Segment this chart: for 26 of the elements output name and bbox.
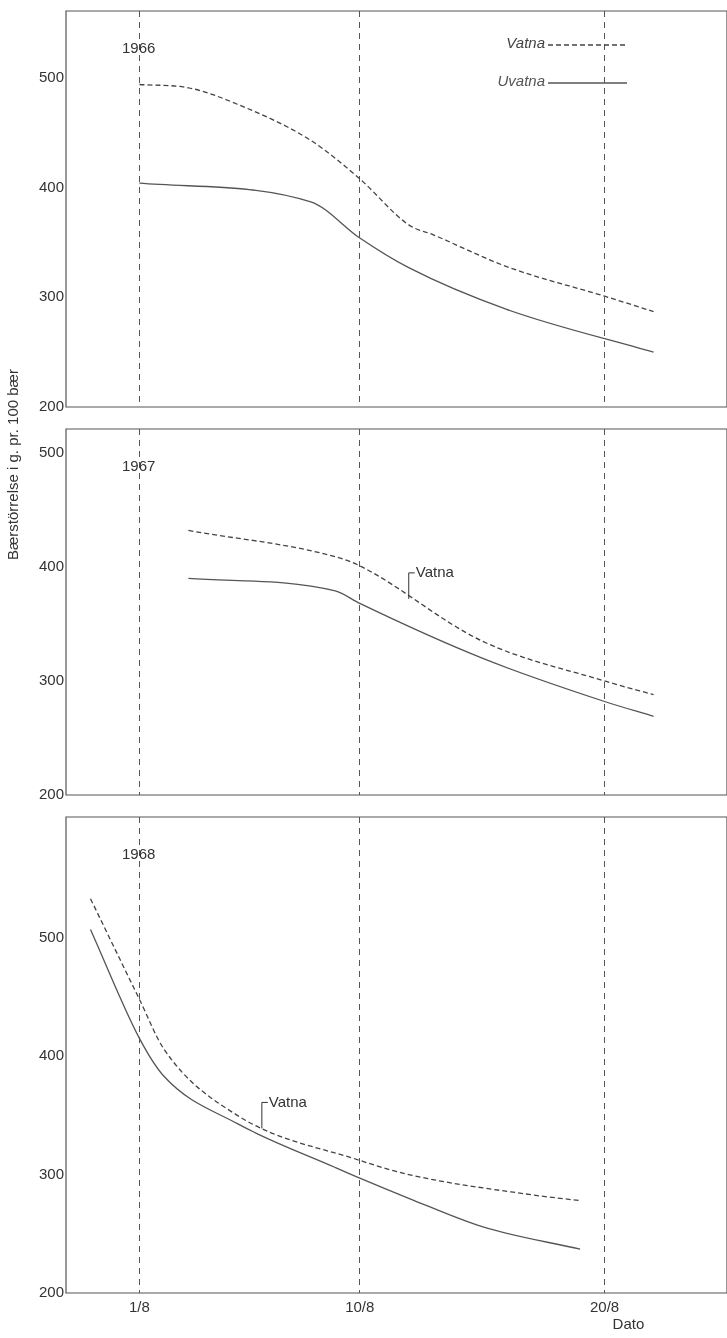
y-tick-label: 300 xyxy=(38,671,64,689)
y-tick-label: 500 xyxy=(38,68,64,86)
annotation: Vatna xyxy=(415,563,455,581)
text: 1966 xyxy=(122,38,156,56)
x-tick-label: 10/8 xyxy=(345,1298,375,1316)
annotation: Vatna xyxy=(268,1092,308,1110)
y-tick-label: 400 xyxy=(38,557,64,575)
y-tick-label: 200 xyxy=(38,1283,64,1301)
y-tick-label: 400 xyxy=(38,1046,64,1064)
x-tick-label: 1/8 xyxy=(129,1298,150,1316)
text: Vatna xyxy=(506,34,545,52)
y-tick-label: 300 xyxy=(38,1164,64,1182)
y-tick-label: 400 xyxy=(38,177,64,195)
line-series xyxy=(89,898,581,1202)
x-tick-label: 20/8 xyxy=(589,1298,620,1316)
text: 1968 xyxy=(122,844,156,862)
text: 1967 xyxy=(122,456,156,474)
y-axis-title: Bærstörrelse i g. pr. 100 bær xyxy=(4,368,21,563)
text: Uvatna xyxy=(497,72,545,90)
y-tick-label: 300 xyxy=(38,287,64,305)
line-series xyxy=(187,529,655,696)
y-tick-label: 200 xyxy=(38,397,64,415)
y-tick-label: 500 xyxy=(38,443,64,461)
x-axis-title: Dato xyxy=(612,1314,645,1332)
y-tick-label: 200 xyxy=(38,785,64,803)
y-tick-label: 500 xyxy=(38,927,64,945)
